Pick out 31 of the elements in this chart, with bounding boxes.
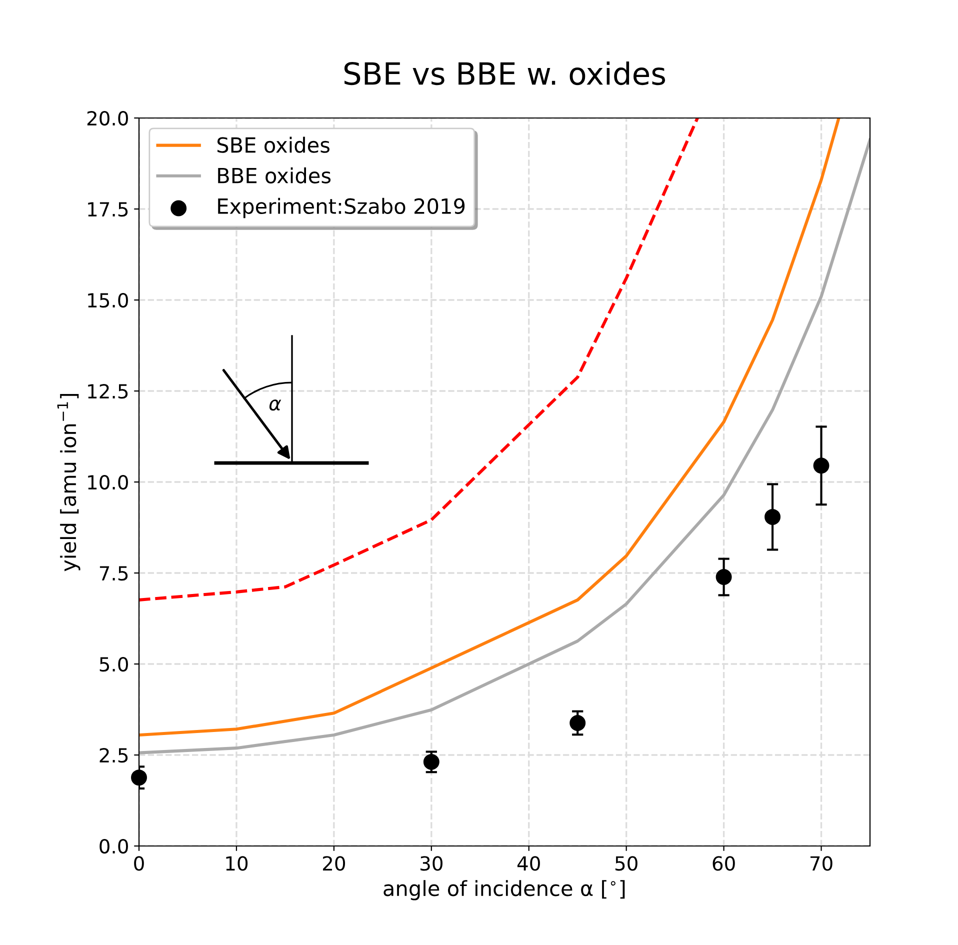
line-series [139, 118, 700, 602]
y-tick-label: 0.0 [100, 838, 128, 854]
x-tick-label: 10 [226, 856, 248, 871]
point [764, 508, 781, 525]
point [813, 458, 830, 474]
y-tick-label: 2.5 [100, 748, 128, 763]
point [716, 569, 732, 585]
annotation: α [269, 399, 282, 411]
x-tick-label: 20 [322, 856, 346, 871]
legend-label: BBE oxides [218, 167, 331, 184]
y-axis-title: yield [amu ion$^{−1}$] [57, 394, 80, 572]
point [570, 714, 586, 731]
x-tick-label: 0 [134, 856, 144, 871]
legend-label: Experiment:Szabo 2019 [218, 198, 465, 218]
x-tick-label: 40 [517, 856, 540, 871]
x-tick-label: 30 [420, 856, 442, 871]
x-tick-label: 60 [712, 856, 735, 871]
y-tick-label: 15.0 [88, 292, 128, 308]
point [131, 770, 147, 786]
y-tick-label: 12.5 [88, 384, 128, 399]
y-tick-label: 7.5 [100, 566, 128, 581]
y-tick-label: 17.5 [88, 202, 128, 217]
legend-label: SBE oxides [217, 136, 330, 153]
y-tick-label: 10.0 [88, 474, 128, 490]
x-tick-label: 70 [810, 856, 832, 871]
point [423, 754, 440, 770]
y-tick-label: 20.0 [87, 110, 128, 126]
y-tick-label: 5.0 [100, 656, 128, 672]
chart-title: SBE vs BBE w. oxides [344, 61, 666, 86]
x-axis-title: angle of incidence α [$^{∘}$] [384, 880, 625, 900]
x-tick-label: 50 [615, 856, 638, 871]
